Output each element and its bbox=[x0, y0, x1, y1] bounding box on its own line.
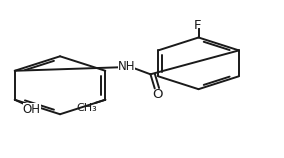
Text: O: O bbox=[152, 88, 163, 101]
Text: F: F bbox=[193, 19, 201, 32]
Text: CH₃: CH₃ bbox=[77, 103, 97, 113]
Text: OH: OH bbox=[23, 103, 41, 116]
Text: NH: NH bbox=[118, 60, 135, 73]
